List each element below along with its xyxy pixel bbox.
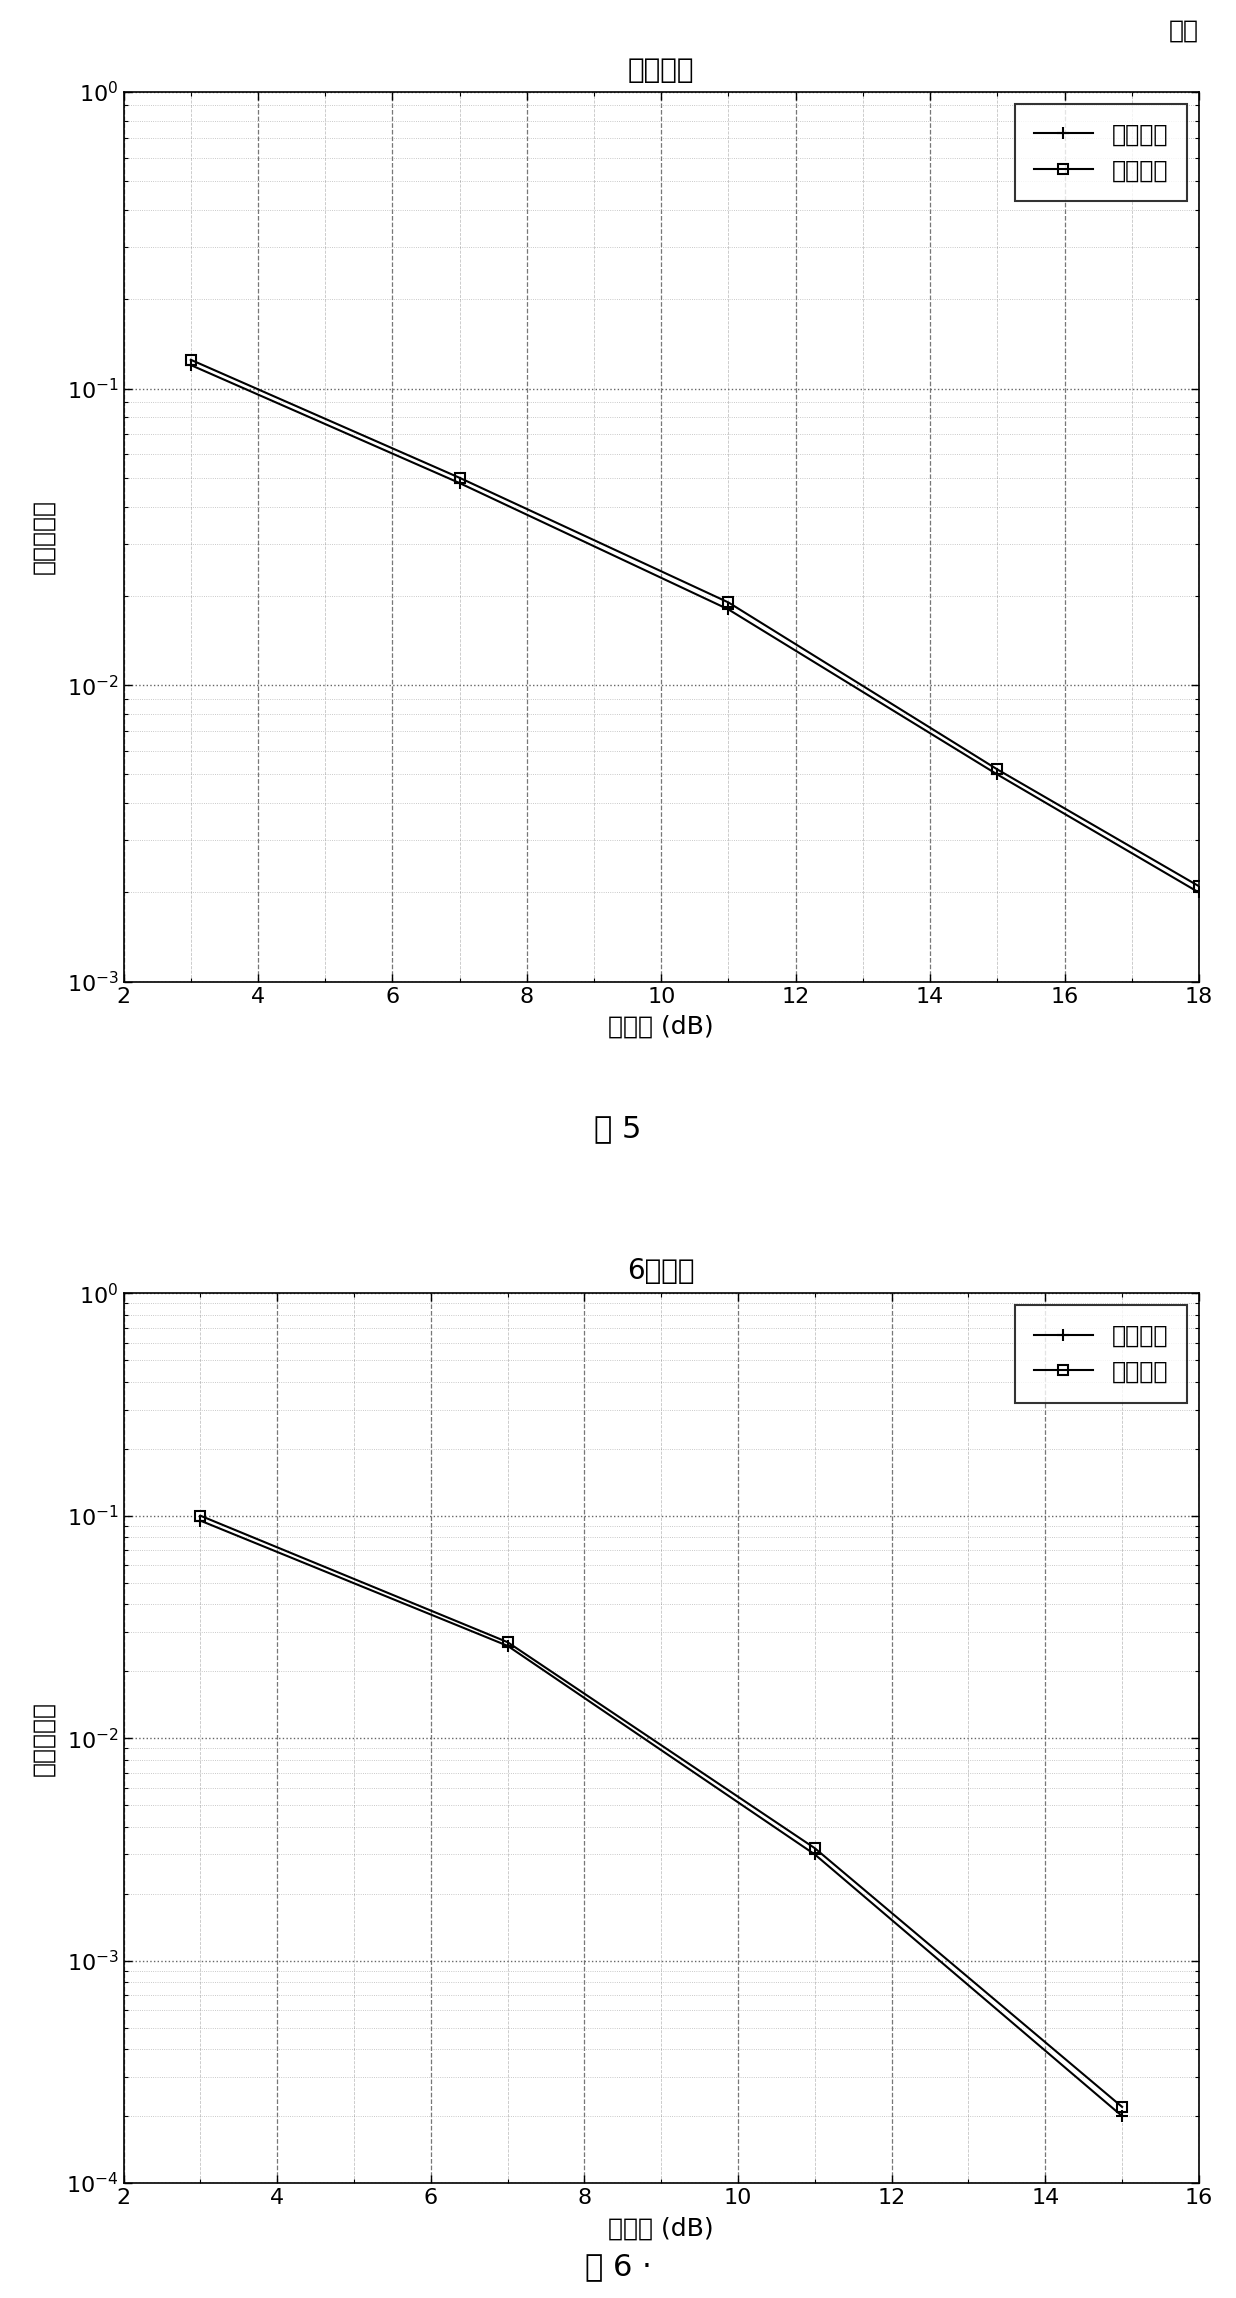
频域解调 (990, 756, 1005, 784)
时域解调 (452, 469, 467, 496)
X-axis label: 信噪比 (dB): 信噪比 (dB) (608, 2215, 714, 2241)
Legend: 时域解调, 频域解调: 时域解调, 频域解调 (1015, 103, 1187, 202)
时域解调 (193, 1507, 208, 1535)
Line: 频域解调: 频域解调 (185, 354, 1204, 892)
Text: 解调: 解调 (1169, 18, 1199, 44)
时域解调 (501, 1632, 515, 1659)
频域解调 (501, 1629, 515, 1657)
频域解调 (452, 464, 467, 492)
Legend: 时域解调, 频域解调: 时域解调, 频域解调 (1015, 1305, 1187, 1402)
Line: 时域解调: 时域解调 (184, 358, 1205, 899)
频域解调 (807, 1834, 822, 1861)
时域解调 (990, 761, 1005, 788)
Text: 图 5: 图 5 (595, 1115, 641, 1144)
Title: 6个子带: 6个子带 (628, 1257, 695, 1285)
Line: 频域解调: 频域解调 (195, 1510, 1127, 2112)
频域解调 (721, 588, 735, 616)
Title: 一个子带: 一个子带 (628, 55, 695, 85)
Y-axis label: 比特误码率: 比特误码率 (31, 1701, 56, 1776)
Line: 时域解调: 时域解调 (194, 1514, 1128, 2123)
频域解调 (1192, 873, 1206, 901)
时域解调 (807, 1841, 822, 1868)
频域解调 (1115, 2093, 1130, 2121)
时域解调 (1192, 878, 1206, 905)
时域解调 (721, 595, 735, 623)
Text: 图 6 ·: 图 6 · (585, 2252, 651, 2282)
频域解调 (193, 1503, 208, 1530)
频域解调 (183, 347, 198, 375)
X-axis label: 信噪比 (dB): 信噪比 (dB) (608, 1016, 714, 1039)
时域解调 (183, 352, 198, 379)
时域解调 (1115, 2103, 1130, 2130)
Y-axis label: 比特误码率: 比特误码率 (32, 499, 56, 574)
